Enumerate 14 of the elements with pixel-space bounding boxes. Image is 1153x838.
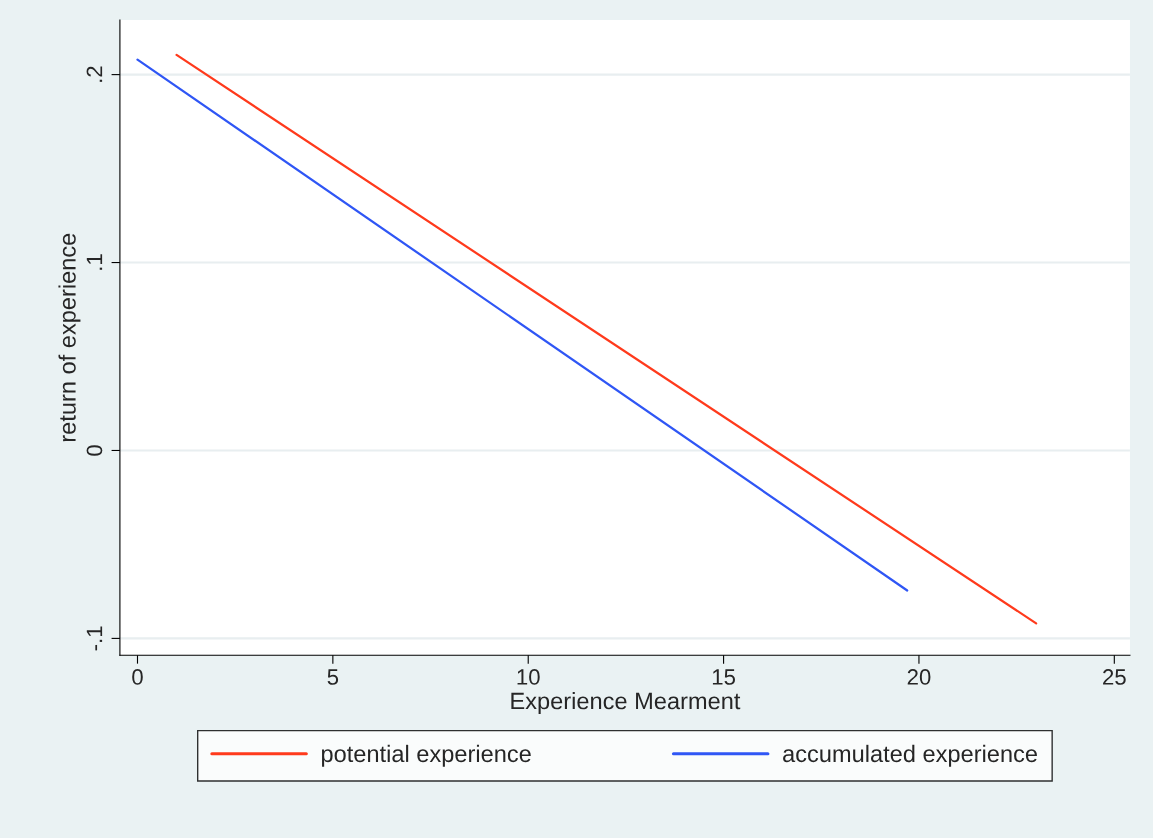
x-tick-label: 25 bbox=[1103, 669, 1126, 685]
x-tick-label: 5 bbox=[327, 669, 339, 685]
x-tick-label: 15 bbox=[712, 669, 736, 685]
y-tick-label: -.1 bbox=[86, 626, 103, 651]
x-tick-label: 0 bbox=[132, 669, 143, 685]
y-axis-title: return of experience bbox=[58, 233, 81, 442]
y-tick-label: .1 bbox=[86, 254, 103, 270]
legend-label: accumulated experience bbox=[783, 744, 1037, 767]
x-tick-label: 10 bbox=[517, 669, 540, 685]
y-tick-label: 0 bbox=[86, 445, 103, 456]
y-tick-label: .2 bbox=[86, 66, 103, 82]
x-tick-label: 20 bbox=[907, 669, 931, 685]
legend-label: potential experience bbox=[322, 744, 531, 767]
x-axis-title: Experience Mearment bbox=[511, 692, 741, 715]
